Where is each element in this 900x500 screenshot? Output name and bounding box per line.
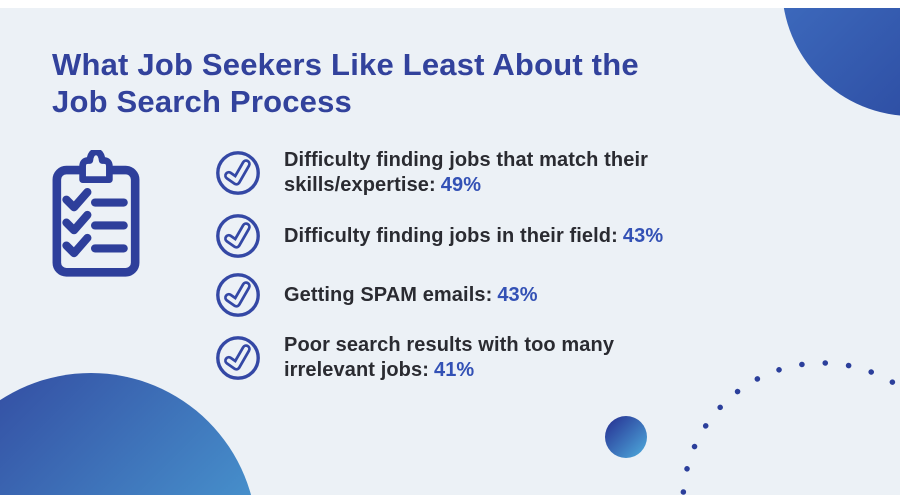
item-value: 43% [497,283,538,306]
item-label: Poor search results with too many irrele… [284,334,615,381]
infographic-panel: What Job Seekers Like Least About the Jo… [0,8,900,495]
item-value: 41% [433,359,475,381]
item-value: 43% [622,224,664,247]
list-item: Difficulty finding jobs that match their… [214,148,709,198]
list-item-text: Difficulty finding jobs that match their… [284,148,709,198]
check-circle-icon [216,214,260,258]
decorative-circle-small [605,416,647,458]
clipboard-checklist-icon [52,150,140,277]
page-title-line2: Job Search Process [52,84,352,119]
page-title: What Job Seekers Like Least About the Jo… [52,46,772,120]
page-title-line1: What Job Seekers Like Least About the [52,47,639,82]
item-label: Difficulty finding jobs in their field: [284,224,618,247]
item-label: Getting SPAM emails: [284,283,493,306]
decorative-circle-bottom-left [0,373,257,495]
check-circle-icon [216,273,260,317]
check-circle-icon [216,151,260,195]
list-item-text: Poor search results with too many irrele… [284,333,656,383]
list-item-text: Getting SPAM emails: 43% [284,283,538,308]
check-circle-icon [216,336,260,380]
list-item-text: Difficulty finding jobs in their field: 4… [284,224,663,249]
item-label: Difficulty finding jobs that match their… [284,149,648,196]
list-item: Difficulty finding jobs in their field: 4… [214,212,663,260]
item-value: 49% [440,174,482,196]
list-item: Poor search results with too many irrele… [214,333,656,383]
decorative-circle-top-right [782,8,900,116]
list-item: Getting SPAM emails: 43% [214,271,538,319]
